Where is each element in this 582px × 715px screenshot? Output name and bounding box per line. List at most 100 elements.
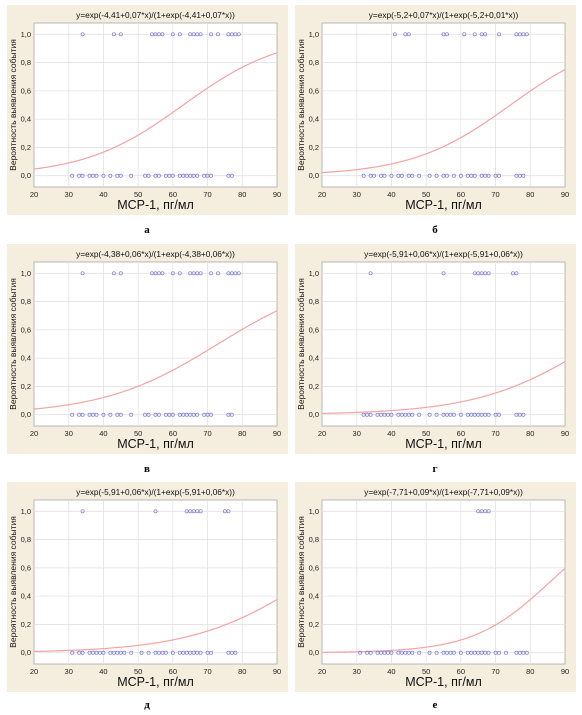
data-point-no-event — [368, 650, 373, 655]
y-tick-label: 0,6 — [309, 563, 319, 572]
data-point-event — [209, 32, 213, 37]
chart-svg-d: y=exp(-5,91+0,06*x)/(1+exp(-5,91+0,06*x)… — [8, 487, 281, 689]
chart-panel-e: y=exp(-7,71+0,09*x)/(1+exp(-7,71+0,09*x)… — [295, 482, 576, 692]
panel-caption-e: е — [432, 699, 438, 711]
y-tick-label: 0,2 — [21, 143, 31, 152]
x-tick-label: 40 — [387, 429, 395, 438]
x-tick-label: 80 — [238, 429, 246, 438]
data-point-event — [368, 271, 373, 276]
data-point-no-event — [486, 650, 491, 655]
x-tick-label: 70 — [203, 190, 211, 199]
y-tick-label: 0,0 — [309, 648, 319, 657]
data-point-no-event — [157, 412, 161, 417]
data-point-no-event — [399, 173, 404, 178]
data-point-no-event — [451, 650, 456, 655]
x-tick-label: 20 — [30, 667, 38, 676]
chart-svg-a: y=exp(-4,41+0,07*x)/(1+exp(-4,41+0,07*x)… — [8, 10, 281, 212]
y-axis-label: Вероятность выявления события — [8, 278, 18, 410]
data-point-no-event — [410, 173, 415, 178]
x-tick-label: 70 — [491, 429, 499, 438]
y-tick-label: 0,4 — [309, 354, 319, 363]
x-tick-label: 90 — [561, 429, 569, 438]
y-tick-label: 0,6 — [21, 325, 31, 334]
data-point-no-event — [458, 173, 463, 178]
x-tick-label: 20 — [30, 429, 38, 438]
data-point-no-event — [118, 412, 123, 417]
y-tick-label: 0,0 — [21, 648, 31, 657]
data-point-no-event — [361, 173, 366, 178]
x-tick-label: 60 — [169, 429, 177, 438]
chart-title: y=exp(-7,71+0,09*x)/(1+exp(-7,71+0,09*x)… — [364, 487, 523, 497]
data-point-no-event — [80, 173, 85, 178]
data-point-no-event — [497, 173, 501, 178]
data-point-no-event — [504, 650, 508, 655]
x-tick-label: 80 — [526, 429, 534, 438]
data-point-event — [441, 271, 446, 276]
y-tick-label: 0,2 — [21, 382, 31, 391]
x-tick-label: 30 — [353, 429, 361, 438]
data-point-no-event — [458, 412, 463, 417]
x-tick-label: 80 — [238, 190, 246, 199]
x-tick-label: 40 — [99, 667, 107, 676]
data-point-no-event — [70, 173, 75, 178]
y-tick-label: 0,6 — [309, 86, 319, 95]
x-axis-label: MCP-1, пг/мл — [405, 437, 482, 451]
data-point-event — [111, 32, 116, 37]
panel-caption-b: б — [432, 224, 438, 236]
data-point-event — [111, 271, 116, 276]
y-tick-label: 0,0 — [309, 410, 319, 419]
data-point-no-event — [233, 650, 238, 655]
x-tick-label: 40 — [99, 190, 107, 199]
y-tick-label: 1,0 — [21, 30, 31, 39]
data-point-event — [216, 271, 220, 276]
data-point-event — [524, 32, 529, 37]
x-tick-label: 80 — [238, 667, 246, 676]
y-tick-label: 0,8 — [309, 535, 319, 544]
x-tick-label: 60 — [457, 667, 465, 676]
data-point-no-event — [94, 173, 99, 178]
data-point-no-event — [108, 412, 113, 417]
data-point-no-event — [497, 650, 501, 655]
data-point-event — [236, 32, 241, 37]
data-point-no-event — [521, 173, 526, 178]
y-tick-label: 1,0 — [309, 507, 319, 516]
data-point-no-event — [472, 173, 477, 178]
y-axis-label: Вероятность выявления события — [296, 278, 306, 410]
x-tick-label: 50 — [422, 429, 430, 438]
data-point-no-event — [122, 650, 127, 655]
data-point-no-event — [372, 173, 377, 178]
data-point-event — [177, 271, 182, 276]
data-point-no-event — [70, 412, 75, 417]
data-point-no-event — [101, 173, 106, 178]
y-axis-label: Вероятность выявления события — [296, 516, 306, 648]
fitted-curve — [321, 69, 566, 174]
y-tick-label: 0,4 — [21, 354, 31, 363]
data-point-no-event — [146, 650, 151, 655]
data-point-no-event — [139, 650, 144, 655]
data-point-no-event — [521, 412, 526, 417]
data-point-no-event — [163, 650, 168, 655]
x-tick-label: 30 — [65, 667, 73, 676]
fitted-curve — [33, 310, 278, 410]
y-tick-label: 0,0 — [21, 171, 31, 180]
y-tick-label: 1,0 — [21, 507, 31, 516]
panel-caption-a: а — [144, 224, 150, 236]
y-tick-label: 0,8 — [21, 535, 31, 544]
data-point-event — [118, 271, 123, 276]
y-tick-label: 0,2 — [309, 143, 319, 152]
data-point-no-event — [209, 173, 213, 178]
data-point-event — [483, 32, 488, 37]
x-tick-label: 30 — [65, 190, 73, 199]
data-point-event — [236, 271, 241, 276]
data-point-no-event — [417, 173, 422, 178]
data-point-event — [80, 509, 85, 514]
data-point-event — [80, 32, 85, 37]
x-tick-label: 30 — [353, 667, 361, 676]
data-point-no-event — [451, 173, 456, 178]
data-point-event — [118, 32, 123, 37]
data-point-no-event — [389, 650, 394, 655]
chart-svg-v: y=exp(-4,38+0,06*x)/(1+exp(-4,38+0,06*x)… — [8, 249, 281, 451]
fitted-curve — [33, 599, 278, 653]
chart-title: y=exp(-5,91+0,06*x)/(1+exp(-5,91+0,06*x)… — [76, 487, 235, 497]
data-point-no-event — [209, 412, 213, 417]
